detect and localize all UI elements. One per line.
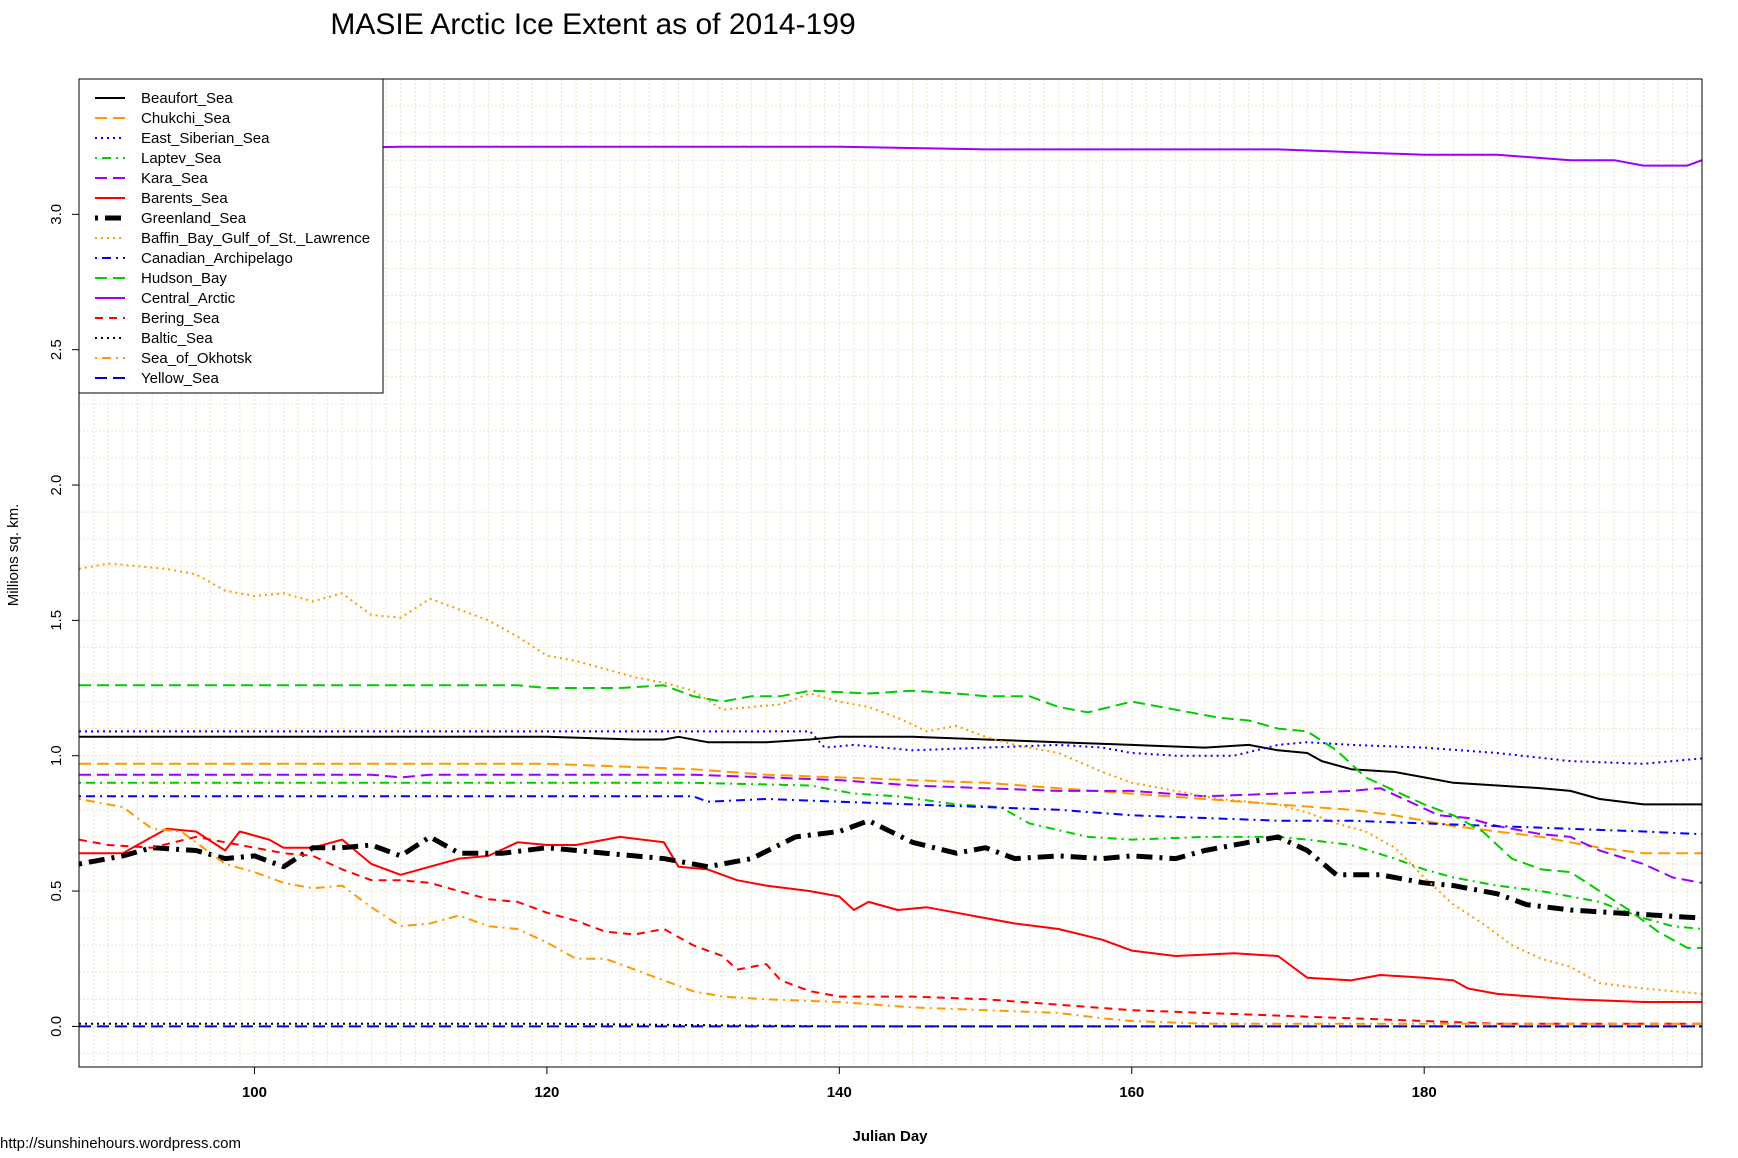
series-line-greenland-sea <box>78 818 1703 921</box>
series-line-hudson-bay <box>79 684 1702 949</box>
series-line-kara-sea <box>79 773 1703 884</box>
series-line-east-siberian-sea <box>79 730 1703 765</box>
plot-frame <box>78 78 1703 1068</box>
legend-label: Chukchi_Sea <box>141 110 231 127</box>
x-tick-label: 180 <box>1412 1084 1437 1101</box>
legend-label: Baltic_Sea <box>141 330 213 347</box>
legend-label: Hudson_Bay <box>141 270 227 287</box>
series-lines <box>78 145 1703 1028</box>
y-tick-label: 1.5 <box>48 610 65 631</box>
legend-label: Central_Arctic <box>141 290 236 307</box>
legend-label: Bering_Sea <box>141 310 220 327</box>
series-line-barents-sea <box>79 827 1702 1003</box>
x-tick-label: 100 <box>242 1084 267 1101</box>
chart-title: MASIE Arctic Ice Extent as of 2014-199 <box>330 8 855 41</box>
legend-box <box>78 78 384 394</box>
y-tick-label: 2.5 <box>48 339 65 360</box>
legend-label: Kara_Sea <box>141 170 208 187</box>
legend: Beaufort_Sea Chukchi_Sea East_Siberian_Sea… <box>78 78 384 394</box>
series-line-beaufort-sea <box>79 735 1702 806</box>
series-line-chukchi-sea <box>79 762 1702 855</box>
legend-label: Laptev_Sea <box>141 150 222 167</box>
y-axis-label: Millions sq. km. <box>5 504 22 607</box>
legend-label: Sea_of_Okhotsk <box>141 350 252 367</box>
series-line-bering-sea <box>78 835 1702 1025</box>
y-tick-label: 2.0 <box>48 475 65 496</box>
y-tick-label: 1.0 <box>48 745 65 766</box>
legend-label: Beaufort_Sea <box>141 90 233 107</box>
y-tick-label: 3.0 <box>48 204 65 225</box>
credit-url: http://sunshinehours.wordpress.com <box>0 1135 241 1152</box>
series-line-sea-of-okhotsk <box>78 798 1702 1025</box>
legend-label: Baffin_Bay_Gulf_of_St._Lawrence <box>141 230 370 247</box>
legend-label: East_Siberian_Sea <box>141 130 270 147</box>
y-tick-label: 0.5 <box>48 881 65 902</box>
legend-label: Yellow_Sea <box>141 370 219 387</box>
y-tick-label: 0.0 <box>48 1016 65 1037</box>
legend-label: Barents_Sea <box>141 190 228 207</box>
axis-ticks: 100 120 140 160 180 0.0 0.5 1.0 1.5 2.0 2.5 3.0 <box>48 204 1437 1101</box>
legend-label: Canadian_Archipelago <box>141 250 293 267</box>
x-tick-label: 140 <box>827 1084 852 1101</box>
legend-label: Greenland_Sea <box>141 210 247 227</box>
series-line-baffin-bay-gulf-of-st-lawrence <box>78 562 1703 995</box>
x-axis-label: Julian Day <box>852 1128 928 1145</box>
x-tick-label: 120 <box>534 1084 559 1101</box>
series-line-canadian-archipelago <box>79 795 1703 836</box>
x-tick-label: 160 <box>1119 1084 1144 1101</box>
